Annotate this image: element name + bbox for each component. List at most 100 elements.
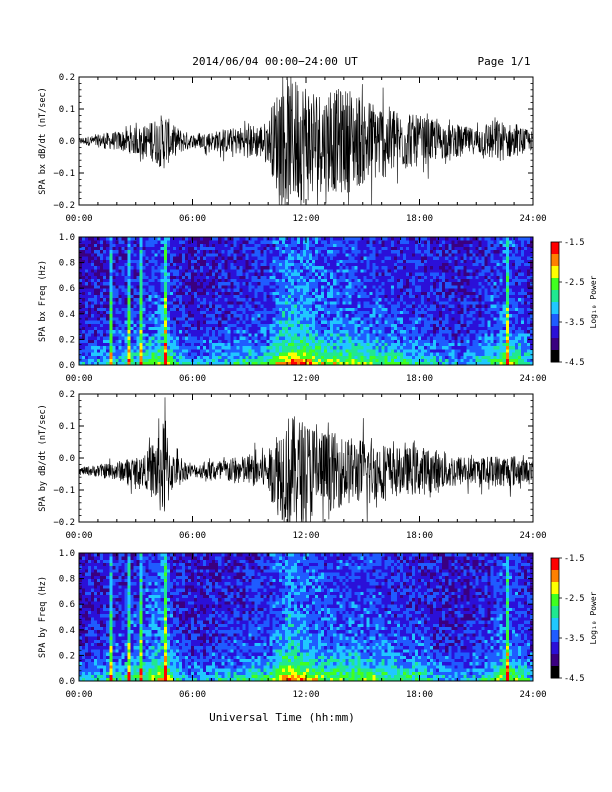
colorbar-swatch xyxy=(551,614,559,617)
y-axis-label: SPA by dB/dt (nT/sec) xyxy=(38,404,48,511)
data-series-trace xyxy=(79,397,533,522)
colorbar-swatch xyxy=(551,296,559,299)
x-tick-label: 00:00 xyxy=(65,214,92,224)
colorbar-swatch xyxy=(551,270,559,273)
x-tick-label: 00:00 xyxy=(65,690,92,700)
colorbar-swatch xyxy=(551,266,559,269)
colorbar-swatch xyxy=(551,670,559,673)
colorbar-swatch xyxy=(551,326,559,329)
colorbar-swatch xyxy=(551,672,559,675)
y-axis-label: SPA bx dB/dt (nT/sec) xyxy=(38,87,48,194)
colorbar-swatch xyxy=(551,324,559,327)
colorbar-swatch xyxy=(551,558,559,561)
colorbar-swatch xyxy=(551,592,559,595)
colorbar-swatch xyxy=(551,334,559,337)
colorbar-tick-label: -3.5 xyxy=(564,318,584,328)
colorbar-swatch xyxy=(551,272,559,275)
colorbar-swatch xyxy=(551,262,559,265)
colorbar-swatch xyxy=(551,616,559,619)
colorbar-swatch xyxy=(551,620,559,623)
colorbar-swatch xyxy=(551,612,559,615)
colorbar-swatch xyxy=(551,252,559,255)
panel-bx-dbdt: 00:00 06:00 12:00 18:00 24:00 0.2 0.1 0.0 −0.1 −0… xyxy=(38,73,547,224)
y-tick-label: 0.8 xyxy=(59,259,75,269)
y-axis-label: SPA bx Freq (Hz) xyxy=(38,260,48,342)
y-tick-label: 0.6 xyxy=(59,600,75,610)
y-tick-label: 0.4 xyxy=(59,626,75,636)
colorbar-tick-label: -1.5 xyxy=(564,554,584,564)
colorbar-swatch xyxy=(551,568,559,571)
colorbar-swatch xyxy=(551,664,559,667)
colorbar-swatch xyxy=(551,576,559,579)
y-tick-label: 0.2 xyxy=(59,73,75,83)
x-tick-label: 12:00 xyxy=(292,214,319,224)
panel-by-spectrogram: 00:00 06:00 12:00 18:00 24:00 1.0 0.8 0.6 0.4 0.2… xyxy=(38,549,547,700)
y-tick-label: 0.0 xyxy=(59,677,75,687)
colorbar-swatch xyxy=(551,654,559,657)
spectrogram-cells xyxy=(79,553,534,682)
panel-bx-spectrogram: 00:00 06:00 12:00 18:00 24:00 1.0 0.8 0.6 0.4 0.2… xyxy=(38,233,547,384)
colorbar-swatch xyxy=(551,574,559,577)
colorbar-swatch xyxy=(551,306,559,309)
colorbar-swatch xyxy=(551,588,559,591)
colorbar-swatch xyxy=(551,308,559,311)
colorbar-swatch xyxy=(551,264,559,267)
x-tick-label: 12:00 xyxy=(292,374,319,384)
spectrogram-cells xyxy=(79,237,534,366)
colorbar-swatch xyxy=(551,302,559,305)
colorbar-swatch xyxy=(551,602,559,605)
colorbar-swatch xyxy=(551,618,559,621)
colorbar-swatch xyxy=(551,344,559,347)
colorbar-swatch xyxy=(551,312,559,315)
colorbar-swatch xyxy=(551,598,559,601)
axes-frame xyxy=(78,236,534,366)
colorbar-swatch xyxy=(551,258,559,261)
colorbar-swatch xyxy=(551,256,559,259)
colorbar-swatch xyxy=(551,562,559,565)
axes-frame xyxy=(78,76,534,206)
colorbar-tick-label: -2.5 xyxy=(564,278,584,288)
colorbar-swatch xyxy=(551,318,559,321)
plot-title: 2014/06/04 00:00−24:00 UT xyxy=(192,55,358,68)
colorbar-swatch xyxy=(551,280,559,283)
y-tick-label: −0.2 xyxy=(53,518,75,528)
colorbar-swatch xyxy=(551,268,559,271)
colorbar-swatch xyxy=(551,626,559,629)
y-tick-label: 0.0 xyxy=(59,454,75,464)
colorbar-swatch xyxy=(551,634,559,637)
colorbar-swatch xyxy=(551,652,559,655)
colorbar-swatch xyxy=(551,674,559,677)
colorbar-swatch xyxy=(551,628,559,631)
colorbar-swatch xyxy=(551,242,559,245)
colorbar-swatch xyxy=(551,300,559,303)
colorbar-swatch xyxy=(551,246,559,249)
x-tick-label: 06:00 xyxy=(179,690,206,700)
colorbar-swatch xyxy=(551,630,559,633)
y-tick-label: −0.1 xyxy=(53,169,75,179)
y-tick-label: 0.6 xyxy=(59,284,75,294)
x-tick-label: 00:00 xyxy=(65,531,92,541)
colorbar-swatch xyxy=(551,328,559,331)
colorbar-swatch xyxy=(551,584,559,587)
colorbar-swatch xyxy=(551,656,559,659)
colorbar-tick-label: -4.5 xyxy=(564,674,584,684)
colorbar-swatch xyxy=(551,604,559,607)
colorbar-swatch xyxy=(551,342,559,345)
y-tick-label: 0.4 xyxy=(59,310,75,320)
colorbar-swatch xyxy=(551,594,559,597)
colorbar-swatch xyxy=(551,248,559,251)
x-tick-label: 24:00 xyxy=(519,214,546,224)
colorbar-swatch xyxy=(551,622,559,625)
y-tick-label: 0.2 xyxy=(59,390,75,400)
y-tick-label: 0.2 xyxy=(59,651,75,661)
colorbar-swatch xyxy=(551,646,559,649)
colorbar-bx: -1.5 -2.5 -3.5 -4.5 Log₁₀ Power xyxy=(550,238,598,368)
colorbar-swatch xyxy=(551,358,559,361)
colorbar-swatch xyxy=(551,608,559,611)
colorbar-swatch xyxy=(551,606,559,609)
colorbar-swatch xyxy=(551,650,559,653)
colorbar-swatch xyxy=(551,564,559,567)
y-tick-label: −0.1 xyxy=(53,486,75,496)
x-tick-label: 24:00 xyxy=(519,374,546,384)
